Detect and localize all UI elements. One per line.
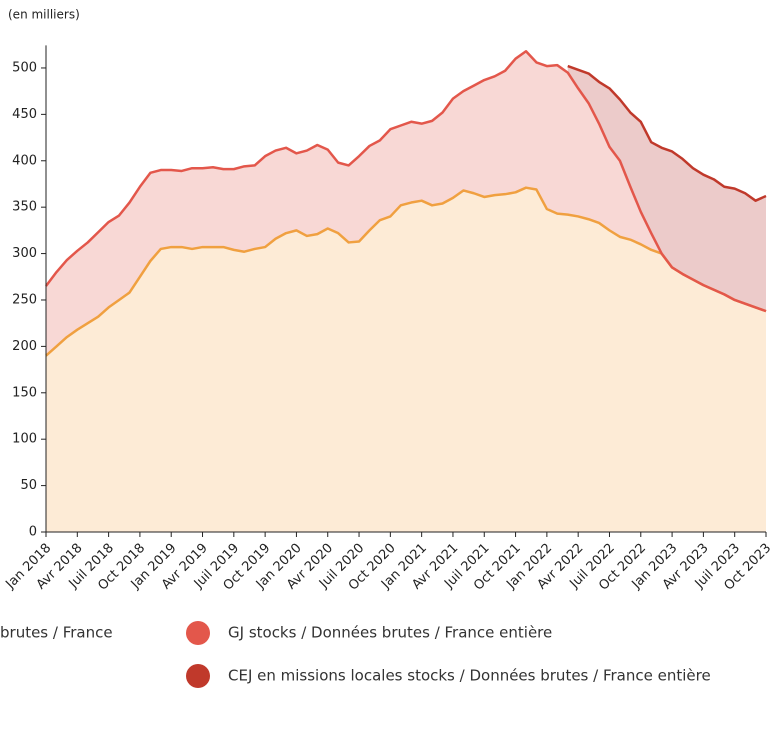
- legend-label: CEJ en missions locales stocks / Données…: [228, 667, 711, 685]
- y-tick-label: 200: [12, 339, 37, 354]
- y-tick-label: 0: [29, 525, 37, 540]
- y-tick-label: 350: [12, 200, 37, 215]
- y-tick-label: 250: [12, 292, 37, 307]
- legend-label: brutes / France: [0, 624, 113, 642]
- y-tick-label: 500: [12, 60, 37, 75]
- area-fill: [567, 66, 766, 312]
- area-fill: [46, 187, 766, 532]
- y-tick-label: 400: [12, 153, 37, 168]
- line: [44, 50, 767, 313]
- y-tick-label: 150: [12, 385, 37, 400]
- legend-swatch: [186, 664, 210, 688]
- line: [567, 64, 767, 202]
- legend-swatch: [186, 621, 210, 645]
- subtitle: (en milliers): [8, 8, 80, 22]
- y-tick-label: 450: [12, 107, 37, 122]
- line: [45, 186, 767, 357]
- y-tick-label: 50: [20, 478, 37, 493]
- y-tick-label: 100: [12, 432, 37, 447]
- legend-label: GJ stocks / Données brutes / France enti…: [228, 624, 552, 642]
- y-tick-label: 300: [12, 246, 37, 261]
